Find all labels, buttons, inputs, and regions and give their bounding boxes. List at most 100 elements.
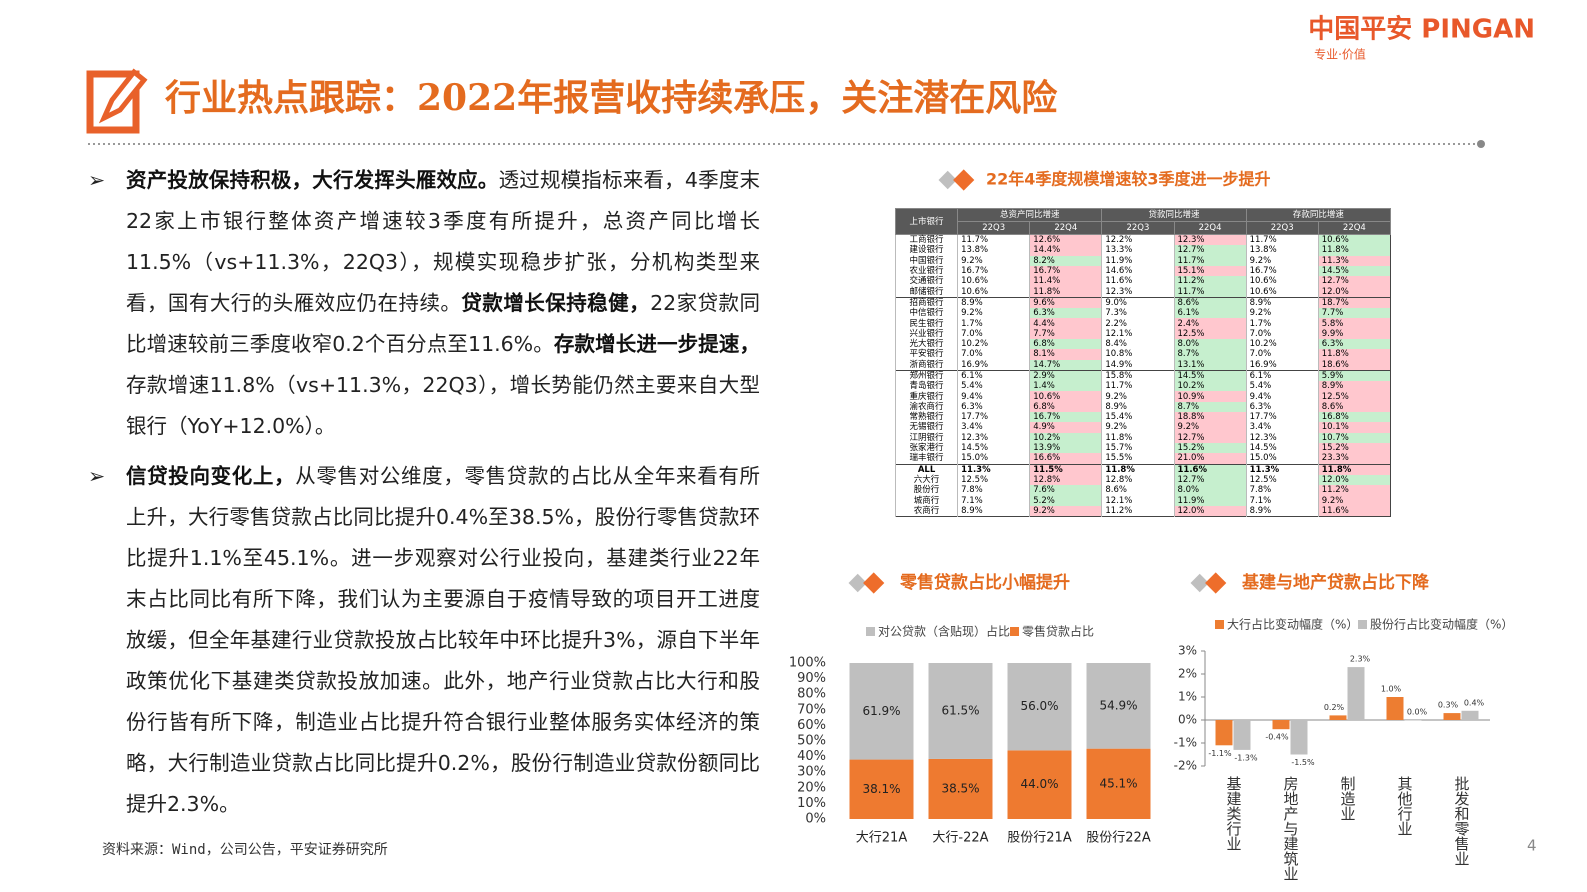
table-cell: 12.1% xyxy=(1101,328,1174,339)
table-cell: 12.2% xyxy=(1101,234,1174,246)
table-cell: 6.1% xyxy=(1173,308,1247,319)
x-tick-label: 大行-22A xyxy=(932,831,988,846)
table-row: 农业银行 16.7% 16.7% 14.6% 15.1% 16.7% 14.5% xyxy=(894,265,1391,277)
table-cell: 1.7% xyxy=(957,318,1030,329)
table-cell: 8.7% xyxy=(1173,401,1247,413)
table-cell: 12.0% xyxy=(1317,286,1391,298)
table-cell: 11.2% xyxy=(1173,276,1247,287)
table-cell: 11.8% xyxy=(1317,463,1391,475)
table-cell: 11.3% xyxy=(1245,463,1319,475)
table-cell: 8.1% xyxy=(1029,349,1102,360)
table-cell: 18.8% xyxy=(1173,412,1247,423)
table-cell: 16.7% xyxy=(1029,412,1102,423)
table-cell: 9.2% xyxy=(957,255,1030,266)
table-cell: 9.2% xyxy=(1029,505,1102,517)
table-cell: 4.9% xyxy=(1029,422,1102,433)
table-row: 平安银行 7.0% 8.1% 10.8% 8.7% 7.0% 11.8% xyxy=(894,349,1391,360)
table-cell: 12.3% xyxy=(1245,432,1319,443)
table-cell: 12.1% xyxy=(1101,495,1174,506)
table-cell: 10.6% xyxy=(1029,391,1102,402)
bar xyxy=(1215,720,1233,746)
page-number: 4 xyxy=(1527,837,1537,855)
value-label: 45.1% xyxy=(1099,776,1137,790)
table-cell: 12.0% xyxy=(1173,505,1247,517)
table-cell: 5.8% xyxy=(1317,318,1391,329)
table-head: 上市银行 总资产同比增速 贷款同比增速 存款同比增速 22Q3 22Q4 22Q3 22Q4 2… xyxy=(894,208,1392,235)
bar xyxy=(1386,697,1404,720)
table-row: 青岛银行 5.4% 1.4% 11.7% 10.2% 5.4% 8.9% xyxy=(894,381,1391,392)
table-cell: 6.3% xyxy=(1245,401,1319,413)
table-cell: 10.2% xyxy=(957,338,1030,350)
table-cell: 11.4% xyxy=(1029,276,1102,287)
table-cell: 6.3% xyxy=(1317,338,1391,350)
table-cell: 12.7% xyxy=(1173,245,1247,256)
y-tick-label: 50% xyxy=(797,734,826,749)
table-row: 渝农商行 6.3% 6.8% 8.9% 8.7% 6.3% 8.6% xyxy=(894,401,1391,413)
table-row: 浙商银行 16.9% 14.7% 14.9% 13.1% 16.9% 18.6% xyxy=(894,359,1391,371)
table-cell: 交通银行 xyxy=(894,276,958,287)
table-cell: 15.0% xyxy=(1245,453,1319,465)
y-tick-label: 3% xyxy=(1178,644,1197,658)
bar-segment xyxy=(849,663,914,760)
legend-swatch xyxy=(1358,620,1367,629)
table-cell: 农商行 xyxy=(894,505,958,517)
table-cell: 11.7% xyxy=(1173,255,1247,266)
bullet-run: 贷款增长保持稳健， xyxy=(461,291,651,315)
table-cell: 6.3% xyxy=(957,401,1030,413)
table-cell: 13.8% xyxy=(1245,245,1319,256)
chart-title: 基建与地产贷款占比下降 xyxy=(1241,572,1430,593)
table-cell: 12.7% xyxy=(1317,276,1391,287)
period-header: 22Q3 xyxy=(1245,221,1319,235)
table-cell: 15.4% xyxy=(1101,412,1174,423)
table-cell: 10.6% xyxy=(957,286,1030,298)
table-cell: 9.9% xyxy=(1317,328,1391,339)
table-row: 农商行 8.9% 9.2% 11.2% 12.0% 8.9% 11.6% xyxy=(894,505,1391,517)
table-cell: 10.1% xyxy=(1317,422,1391,433)
table-cell: 12.5% xyxy=(1173,328,1247,339)
table-cell: 9.2% xyxy=(1101,422,1174,433)
bullet-run: 22家贷款同比增速较前三季度收窄0.2个百分点至11.6%。 xyxy=(126,291,761,356)
value-label: 56.0% xyxy=(1020,699,1058,713)
table-cell: 7.7% xyxy=(1029,328,1102,339)
table-cell: 23.3% xyxy=(1317,453,1391,465)
legend-label: 大行占比变动幅度（%） xyxy=(1227,617,1358,632)
logo: 中国平安 PINGAN xyxy=(1308,15,1535,45)
table-cell: 14.7% xyxy=(1029,359,1102,371)
table-cell: 11.3% xyxy=(957,463,1030,475)
y-tick-label: 70% xyxy=(797,702,826,717)
table-cell: 9.2% xyxy=(1245,255,1319,266)
table-cell: 建设银行 xyxy=(894,245,958,256)
legend-label: 股份行占比变动幅度（%） xyxy=(1370,617,1513,632)
bar-segment xyxy=(928,663,993,759)
table-cell: 11.6% xyxy=(1173,463,1247,475)
slogan: 专业·价值 xyxy=(1314,47,1366,62)
table-cell: 15.2% xyxy=(1317,442,1391,454)
table-cell: 渝农商行 xyxy=(894,401,958,413)
table-cell: 11.5% xyxy=(1029,463,1102,475)
table-cell: 16.7% xyxy=(1245,265,1319,277)
table-row: 城商行 7.1% 5.2% 12.1% 11.9% 7.1% 9.2% xyxy=(894,495,1391,506)
bar xyxy=(1329,715,1347,720)
table-cell: 10.9% xyxy=(1173,391,1247,402)
period-header: 22Q4 xyxy=(1173,221,1247,235)
legend-swatch xyxy=(1010,627,1019,636)
table-cell: 7.6% xyxy=(1029,485,1102,496)
table-cell: 7.1% xyxy=(1245,495,1319,506)
table-cell: 14.5% xyxy=(1245,442,1319,454)
table-cell: 6.1% xyxy=(957,369,1030,382)
table-cell: 光大银行 xyxy=(894,338,958,350)
table-row: 光大银行 10.2% 6.8% 8.4% 8.0% 10.2% 6.3% xyxy=(894,338,1391,350)
value-label: 2.3% xyxy=(1350,655,1371,664)
value-label: 0.0% xyxy=(1407,708,1428,717)
bar-segment xyxy=(1007,750,1072,819)
value-label: -1.5% xyxy=(1291,758,1315,767)
x-tick-label: 股份行22A xyxy=(1086,831,1151,846)
table-cell: 8.9% xyxy=(957,505,1030,517)
chart2-title-icon xyxy=(1190,572,1227,594)
table-row: 瑞丰银行 15.0% 16.6% 15.5% 21.0% 15.0% 23.3% xyxy=(894,453,1391,465)
table-cell: 15.1% xyxy=(1173,265,1247,277)
table-cell: 11.3% xyxy=(1317,255,1391,266)
value-label: 61.5% xyxy=(941,703,979,717)
period-header: 22Q3 xyxy=(957,221,1031,235)
